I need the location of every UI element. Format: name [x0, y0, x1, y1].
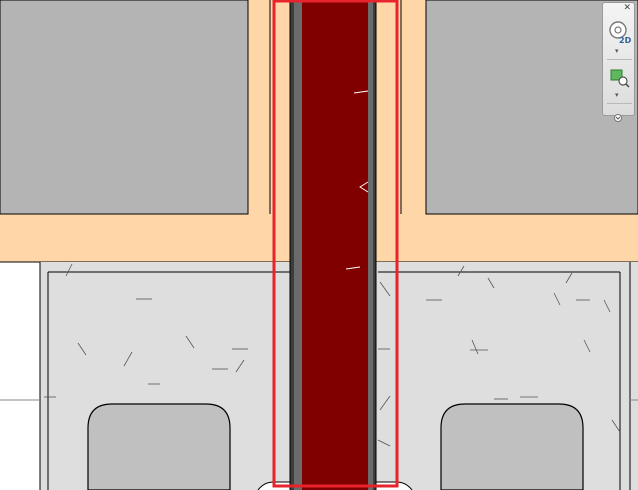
navbar-separator	[607, 103, 632, 104]
zoom-region-icon[interactable]	[609, 67, 631, 89]
navigation-bar: ✕ 2D ▾ ▾	[602, 2, 635, 122]
selection-box	[272, 0, 399, 488]
opening-left	[87, 403, 231, 490]
close-icon[interactable]: ✕	[623, 3, 631, 13]
steering-wheel-icon[interactable]: 2D	[607, 17, 632, 45]
opening-right	[440, 403, 584, 490]
navbar-separator	[607, 59, 632, 60]
customize-menu-icon[interactable]	[613, 107, 623, 122]
wheel-2d-label: 2D	[619, 36, 631, 45]
selected-column[interactable]	[289, 0, 377, 490]
chevron-down-icon[interactable]: ▾	[615, 91, 619, 99]
wall-core-left	[0, 0, 249, 215]
concrete-hatch	[44, 263, 621, 447]
chevron-down-icon[interactable]: ▾	[615, 47, 619, 55]
